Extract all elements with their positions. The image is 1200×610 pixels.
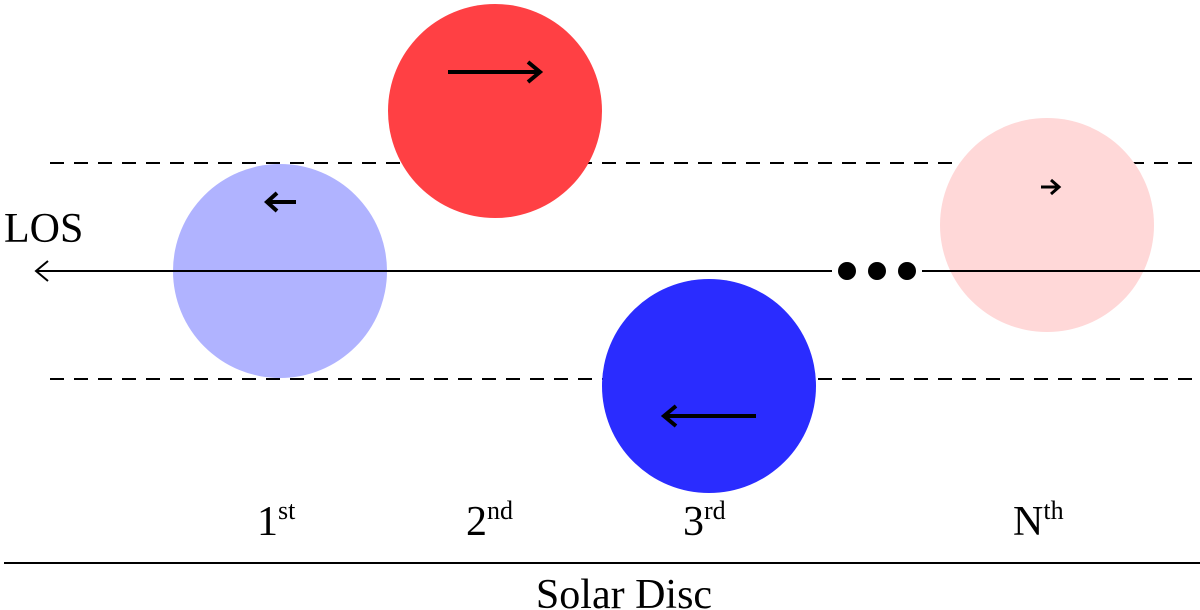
arrow-1st-left-small-icon [264, 191, 296, 213]
los-arrowhead-icon [34, 260, 49, 282]
ellipsis-dot [868, 262, 886, 280]
label-2nd-sup: nd [487, 496, 513, 525]
ellipsis-dots [838, 262, 916, 280]
blob-2nd [388, 4, 602, 218]
label-2nd-main: 2 [466, 499, 487, 545]
ellipsis-dot [898, 262, 916, 280]
label-nth-sup: th [1043, 496, 1063, 525]
ellipsis-dot [838, 262, 856, 280]
blob-3rd [602, 279, 816, 493]
label-3rd-sup: rd [704, 496, 726, 525]
arrow-nth-right-small-icon [1041, 178, 1062, 196]
arrow-3rd-left-large-icon [660, 404, 756, 428]
label-nth: Nth [1013, 496, 1064, 545]
label-1st-sup: st [278, 496, 296, 525]
label-2nd: 2nd [466, 496, 513, 545]
label-nth-main: N [1013, 499, 1043, 545]
los-label: LOS [4, 206, 83, 252]
label-1st-main: 1 [257, 499, 278, 545]
label-1st: 1st [257, 496, 296, 545]
solar-disc-label: Solar Disc [536, 572, 712, 610]
blob-nth [940, 118, 1154, 332]
arrow-2nd-right-large-icon [448, 60, 544, 84]
label-3rd-main: 3 [683, 499, 704, 545]
label-3rd: 3rd [683, 496, 726, 545]
